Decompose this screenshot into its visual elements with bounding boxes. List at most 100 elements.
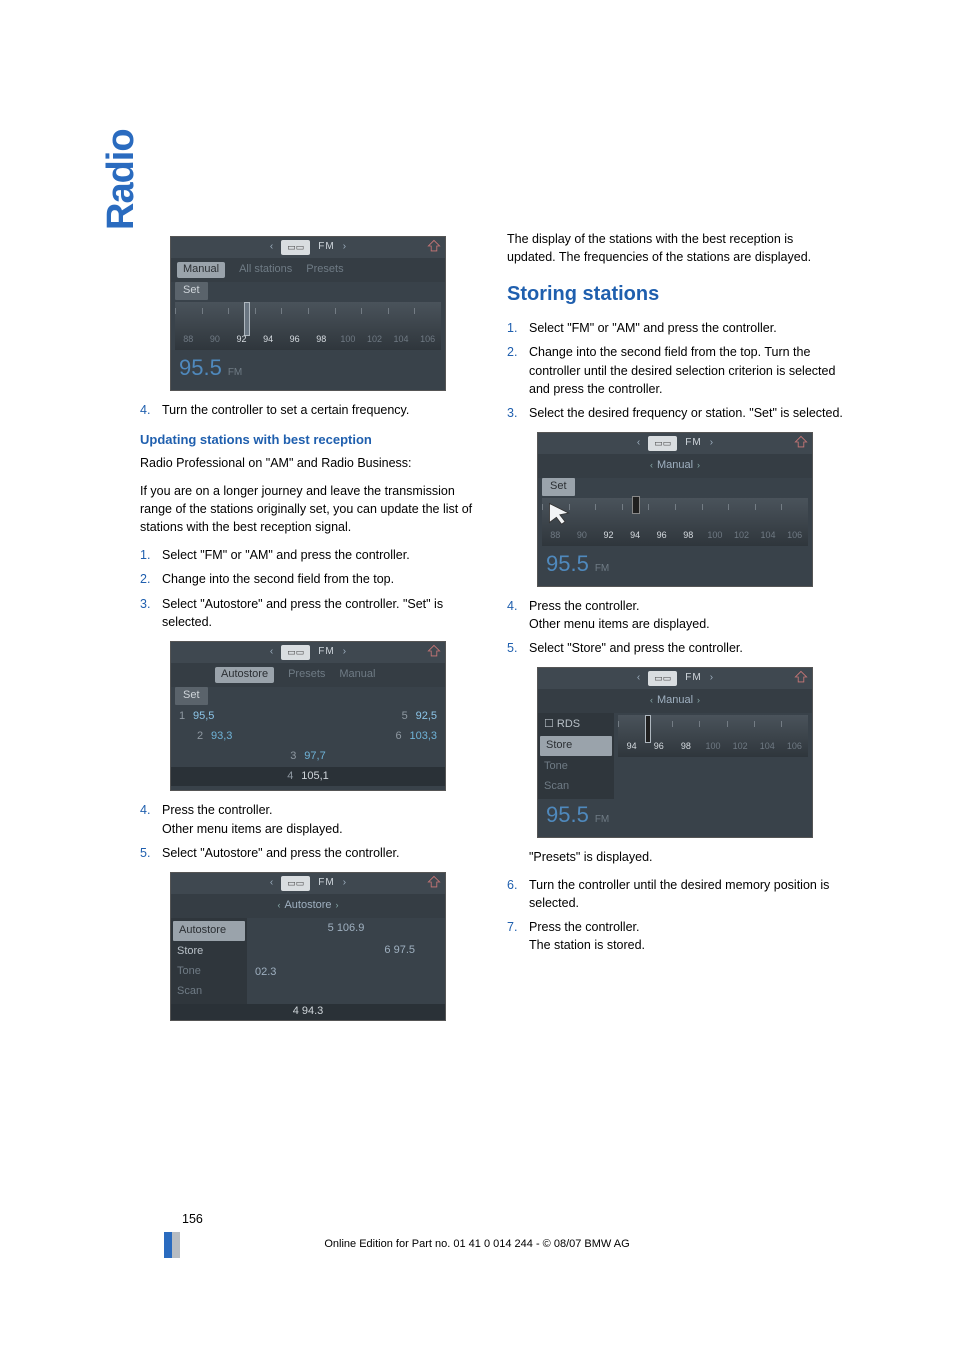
step-list: 6.Turn the controller until the desired … [507, 876, 844, 955]
dial-num: 98 [672, 740, 699, 753]
scr4-center-tab: ‹Manual› [538, 454, 812, 478]
dial-num: 96 [281, 333, 308, 346]
left-arrow-icon: ‹ [270, 240, 273, 255]
scr2-list: 195,5 592,5 293,3 6103,3 397,7 4105,1 [171, 705, 445, 791]
menu-item-scan: Scan [538, 777, 614, 797]
list-item: 7.Press the controller. The station is s… [507, 918, 844, 954]
dial-num: 98 [308, 333, 335, 346]
step-text: Turn the controller to set a certain fre… [162, 401, 477, 419]
scr1-tabs: Manual All stations Presets [171, 258, 445, 282]
dial-num: 100 [699, 740, 726, 753]
tab-manual: Manual [339, 667, 375, 683]
row-num: 4 [287, 769, 301, 785]
dial-num: 100 [335, 333, 362, 346]
step-num: 1. [507, 319, 529, 337]
tab-all-stations: All stations [239, 262, 292, 278]
set-box: Set [175, 282, 208, 300]
freq-value: 95.5 [546, 548, 589, 580]
step-text: Select "FM" or "AM" and press the contro… [162, 546, 477, 564]
dial-num: 106 [781, 740, 808, 753]
scr-badge: ▭▭ [281, 876, 310, 891]
row-val: 92,5 [416, 709, 437, 725]
section-label: Radio [100, 129, 143, 230]
step-text: Select "Autostore" and press the control… [162, 595, 477, 631]
val: 6 97.5 [247, 940, 445, 962]
tab-presets: Presets [288, 667, 325, 683]
tab-presets: Presets [306, 262, 343, 278]
list-item: 4.Press the controller. Other menu items… [507, 597, 844, 633]
freq-unit: FM [595, 562, 609, 577]
step-text: Press the controller. The station is sto… [529, 918, 844, 954]
screenshot-manual-set: ‹ ▭▭ FM › ‹Manual› Set 88 90 92 9 [537, 432, 813, 587]
dial-num: 106 [414, 333, 441, 346]
scr1-dial: 88 90 92 94 96 98 100 102 104 106 [175, 302, 441, 350]
page-number: 156 [182, 1212, 203, 1226]
right-arrow-icon: › [343, 645, 346, 660]
step-text: Change into the second field from the to… [162, 570, 477, 588]
step-list: 4.Press the controller. Other menu items… [140, 801, 477, 861]
left-arrow-icon: ‹ [650, 460, 653, 470]
step-num: 2. [140, 570, 162, 588]
left-arrow-icon: ‹ [650, 695, 653, 705]
page-marker-grey [172, 1232, 180, 1258]
step-num: 4. [140, 801, 162, 837]
scr2-topbar: ‹ ▭▭ FM › [171, 642, 445, 663]
row-num: 1 [179, 709, 193, 725]
step-num: 5. [507, 639, 529, 657]
home-icon [427, 239, 441, 253]
scr5-band: FM [685, 671, 701, 686]
step-text: Turn the controller until the desired me… [529, 876, 844, 912]
row-num: 5 [402, 709, 416, 725]
right-arrow-icon: › [710, 671, 713, 686]
left-arrow-icon: ‹ [270, 645, 273, 660]
scr1-set-row: Set [171, 282, 445, 300]
scr-badge: ▭▭ [648, 671, 677, 686]
step-num: 1. [140, 546, 162, 564]
heading-storing: Storing stations [507, 280, 844, 309]
set-box: Set [175, 687, 208, 705]
dial-pin [632, 496, 640, 514]
left-arrow-icon: ‹ [277, 900, 280, 910]
dial-num: 96 [645, 740, 672, 753]
scr4-frequency: 95.5 FM [538, 546, 812, 586]
row-val: 105,1 [301, 769, 329, 785]
freq-unit: FM [595, 813, 609, 828]
scr5-center-tab: ‹Manual› [538, 689, 812, 713]
scr5-topbar: ‹ ▭▭ FM › [538, 668, 812, 689]
step-text: Select the desired frequency or station.… [529, 404, 844, 422]
dial-num: 94 [622, 529, 649, 542]
dial-num: 88 [175, 333, 202, 346]
scr5-dial: 94 96 98 100 102 104 106 [618, 715, 808, 757]
home-icon [427, 644, 441, 658]
scr3-center-tab: ‹Autostore› [171, 894, 445, 918]
dial-num: 104 [388, 333, 415, 346]
step-num: 6. [507, 876, 529, 912]
scr2-set-row: Set [171, 687, 445, 705]
dial-num: 90 [569, 529, 596, 542]
scr3-topbar: ‹ ▭▭ FM › [171, 873, 445, 894]
list-row: 293,3 6103,3 [171, 727, 445, 747]
freq-unit: FM [228, 366, 242, 381]
val: 02.3 [247, 962, 445, 984]
scr3-values: 5 106.9 6 97.5 02.3 [247, 918, 445, 1004]
step-list: 4.Turn the controller to set a certain f… [140, 401, 477, 419]
scr5-right: 94 96 98 100 102 104 106 [614, 713, 812, 799]
scr5-frequency: 95.5 FM [538, 799, 812, 837]
right-arrow-icon: › [343, 876, 346, 891]
scr3-body: Autostore Store Tone Scan 5 106.9 6 97.5… [171, 918, 445, 1004]
scr4-dial: 88 90 92 94 96 98 100 102 104 106 [542, 498, 808, 546]
step-num: 4. [507, 597, 529, 633]
scr-badge: ▭▭ [281, 240, 310, 255]
step-text: Select "FM" or "AM" and press the contro… [529, 319, 844, 337]
right-arrow-icon: › [336, 900, 339, 910]
row-val: 93,3 [211, 729, 395, 745]
right-column: The display of the stations with the bes… [507, 230, 844, 1031]
right-arrow-icon: › [343, 240, 346, 255]
home-icon [794, 670, 808, 684]
row-val: 103,3 [409, 729, 437, 745]
list-item: 5.Select "Store" and press the controlle… [507, 639, 844, 657]
freq-value: 95.5 [179, 352, 222, 384]
dial-num: 88 [542, 529, 569, 542]
center-label: Manual [657, 694, 693, 706]
step-num: 5. [140, 844, 162, 862]
